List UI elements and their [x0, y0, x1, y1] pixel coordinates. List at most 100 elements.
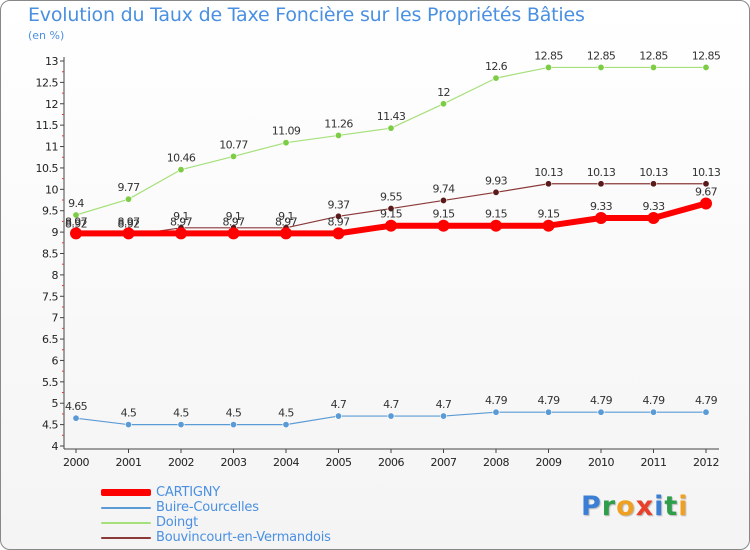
x-tick-label: 2007	[431, 456, 457, 469]
data-point	[490, 219, 502, 232]
data-label: 8.97	[170, 215, 193, 228]
legend-swatch	[101, 506, 151, 509]
data-label: 4.5	[173, 407, 189, 420]
legend-label: Doingt	[156, 515, 198, 530]
data-point	[387, 412, 395, 420]
data-point	[385, 219, 397, 232]
legend-label: Buire-Courcelles	[156, 500, 259, 515]
data-label: 10.46	[167, 152, 196, 165]
data-point	[439, 412, 447, 420]
data-point	[70, 227, 82, 240]
data-point	[544, 63, 552, 71]
logo-letter: i	[678, 491, 689, 522]
data-point	[122, 227, 135, 240]
data-label: 8.97	[117, 215, 140, 228]
legend-item: Bouvincourt-en-Vermandois	[101, 530, 331, 545]
data-point	[177, 421, 185, 429]
data-point	[649, 63, 657, 71]
data-label: 9.1	[226, 210, 242, 223]
unit-label: (en %)	[28, 29, 65, 42]
x-tick-label: 2009	[536, 456, 562, 469]
logo-letter: P	[581, 491, 602, 522]
y-tick-label: 8	[52, 269, 59, 282]
y-tick-label: 12.5	[36, 76, 59, 89]
data-label: 12.85	[692, 49, 721, 62]
data-label: 11.26	[324, 117, 353, 130]
data-label: 8.92	[65, 218, 87, 231]
logo-letter: t	[664, 491, 679, 522]
data-label: 9.1	[173, 210, 189, 223]
proxiti-logo: Proxiti	[581, 491, 689, 522]
data-label: 4.5	[226, 407, 242, 420]
y-tick-label: 11.5	[36, 119, 59, 132]
data-point	[597, 180, 605, 188]
y-tick-label: 6.5	[42, 333, 58, 346]
data-label: 9.15	[432, 208, 455, 221]
data-label: 4.7	[383, 398, 399, 411]
y-tick-label: 13	[45, 55, 58, 68]
data-point	[282, 139, 290, 147]
data-label: 10.13	[692, 166, 721, 179]
data-label: 9.77	[117, 181, 140, 194]
data-label: 8.97	[222, 215, 245, 228]
data-point	[72, 211, 80, 219]
legend-item: Buire-Courcelles	[101, 500, 331, 515]
data-label: 8.97	[275, 215, 298, 228]
x-tick-label: 2000	[63, 456, 89, 469]
x-tick-label: 2005	[326, 456, 352, 469]
data-label: 4.79	[537, 394, 560, 407]
data-label: 8.97	[65, 215, 88, 228]
data-label: 12.85	[587, 49, 616, 62]
data-point	[230, 421, 238, 429]
x-tick-label: 2010	[588, 456, 614, 469]
data-label: 8.92	[117, 218, 139, 231]
data-point	[542, 219, 555, 232]
data-label: 12.85	[639, 49, 668, 62]
data-point	[334, 131, 342, 139]
data-label: 10.13	[639, 166, 668, 179]
data-point	[387, 124, 395, 132]
data-label: 12.6	[485, 60, 508, 73]
data-point	[544, 408, 552, 416]
data-point	[649, 408, 657, 416]
x-tick-label: 2011	[641, 456, 667, 469]
data-label: 9.33	[642, 200, 665, 213]
x-tick-label: 2006	[378, 456, 404, 469]
data-point	[597, 408, 605, 416]
x-tick-label: 2012	[693, 456, 719, 469]
data-point	[544, 180, 552, 188]
data-label: 4.5	[278, 407, 294, 420]
data-point	[702, 180, 710, 188]
legend: CARTIGNY Buire-Courcelles Doingt Bouvincour…	[101, 485, 331, 545]
legend-item: Doingt	[101, 515, 331, 530]
y-tick-label: 6	[52, 354, 59, 367]
data-label: 4.7	[436, 398, 452, 411]
y-tick-label: 9	[52, 226, 59, 239]
data-point	[177, 166, 185, 174]
data-point	[280, 227, 292, 240]
data-point	[387, 205, 395, 213]
data-point	[647, 211, 660, 224]
logo-letter: i	[654, 491, 665, 522]
y-tick-label: 10	[45, 183, 58, 196]
data-label: 9.4	[68, 197, 84, 210]
data-label: 9.55	[380, 191, 403, 204]
data-label: 9.37	[327, 198, 350, 211]
data-label: 11.09	[272, 125, 301, 138]
data-point	[649, 180, 657, 188]
data-label: 9.1	[278, 210, 294, 223]
data-point	[230, 152, 238, 160]
legend-label: Bouvincourt-en-Vermandois	[156, 530, 331, 545]
y-tick-label: 5	[52, 397, 59, 410]
data-label: 9.15	[537, 208, 560, 221]
data-label: 4.79	[590, 394, 613, 407]
data-point	[439, 100, 447, 108]
x-tick-label: 2002	[168, 456, 194, 469]
data-label: 9.15	[485, 208, 508, 221]
y-tick-label: 4	[52, 440, 59, 453]
data-label: 10.13	[587, 166, 616, 179]
legend-swatch	[101, 521, 151, 524]
data-point	[702, 63, 710, 71]
